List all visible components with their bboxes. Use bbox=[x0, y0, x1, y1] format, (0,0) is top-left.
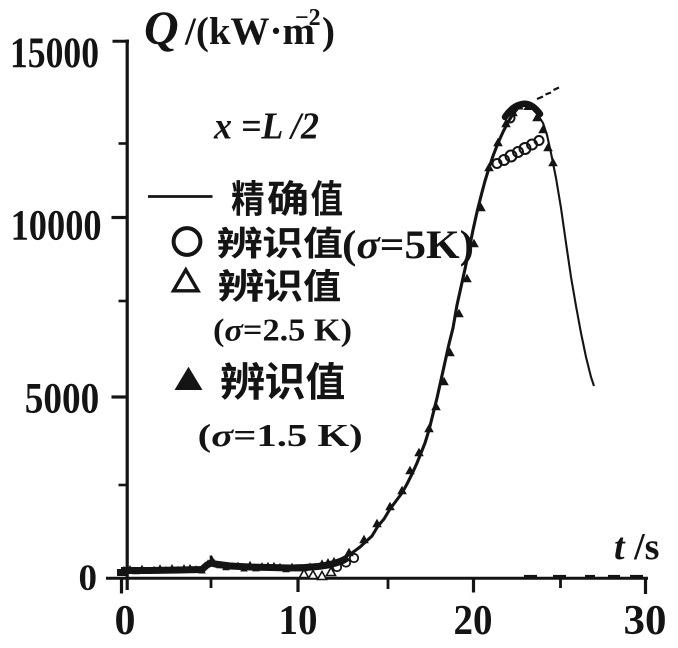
svg-text:20: 20 bbox=[454, 598, 493, 644]
svg-text:10: 10 bbox=[279, 598, 318, 644]
svg-text:t /s: t /s bbox=[614, 526, 659, 568]
svg-text:10000: 10000 bbox=[11, 203, 102, 250]
svg-text:(σ=2.5 K): (σ=2.5 K) bbox=[213, 312, 352, 348]
svg-text:): ) bbox=[322, 10, 335, 53]
svg-text:0: 0 bbox=[115, 598, 136, 644]
svg-text:/(kW·m: /(kW·m bbox=[184, 10, 315, 53]
svg-text:0: 0 bbox=[79, 558, 98, 599]
svg-text:x =L /2: x =L /2 bbox=[213, 106, 319, 148]
svg-text:15000: 15000 bbox=[10, 30, 99, 77]
svg-text:(σ=1.5 K): (σ =1.5 K) bbox=[198, 417, 363, 453]
svg-text:30: 30 bbox=[624, 598, 667, 644]
svg-text:Q: Q bbox=[144, 2, 179, 55]
svg-text:−2: −2 bbox=[295, 5, 321, 31]
svg-text:(σ=5K): (σ=5K) bbox=[342, 222, 474, 267]
svg-text:5000: 5000 bbox=[25, 376, 100, 423]
